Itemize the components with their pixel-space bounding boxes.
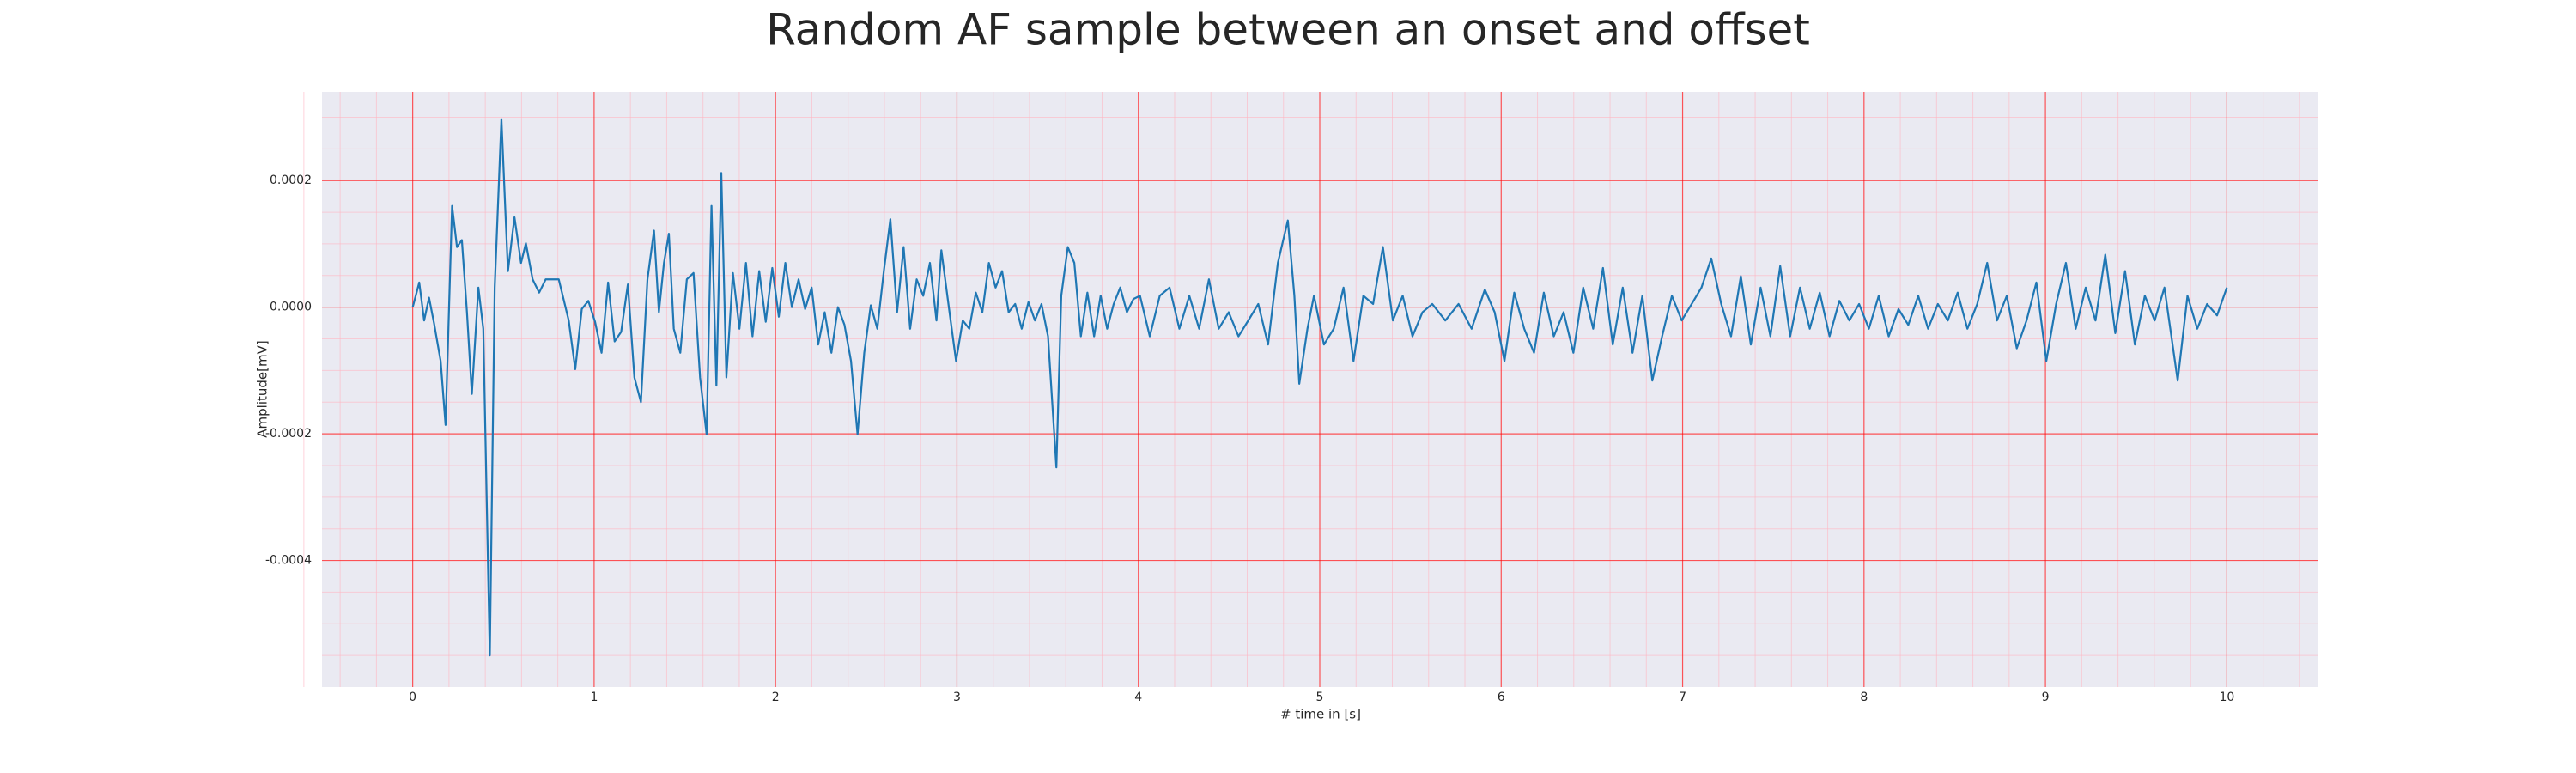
x-tick-label: 2 bbox=[772, 691, 780, 704]
signal-line bbox=[411, 118, 2228, 657]
x-tick-label: 9 bbox=[2042, 691, 2050, 704]
y-tick-label: 0.0002 bbox=[270, 173, 312, 187]
chart-title: Random AF sample between an onset and of… bbox=[766, 5, 1810, 55]
x-tick-label: 8 bbox=[1860, 691, 1868, 704]
y-tick-label: 0.0000 bbox=[270, 301, 312, 314]
x-tick-label: 3 bbox=[953, 691, 961, 704]
y-tick-label: -0.0004 bbox=[265, 554, 312, 568]
x-tick-label: 1 bbox=[590, 691, 598, 704]
x-tick-label: 5 bbox=[1316, 691, 1324, 704]
x-tick-label: 0 bbox=[409, 691, 416, 704]
x-tick-label: 6 bbox=[1498, 691, 1505, 704]
x-tick-label: 7 bbox=[1679, 691, 1686, 704]
x-tick-label: 4 bbox=[1134, 691, 1142, 704]
x-tick-label: 10 bbox=[2219, 691, 2234, 704]
y-tick-label: -0.0002 bbox=[265, 427, 312, 441]
y-axis-label: Amplitude[mV] bbox=[255, 340, 270, 437]
x-axis-label: # time in [s] bbox=[1280, 707, 1361, 722]
